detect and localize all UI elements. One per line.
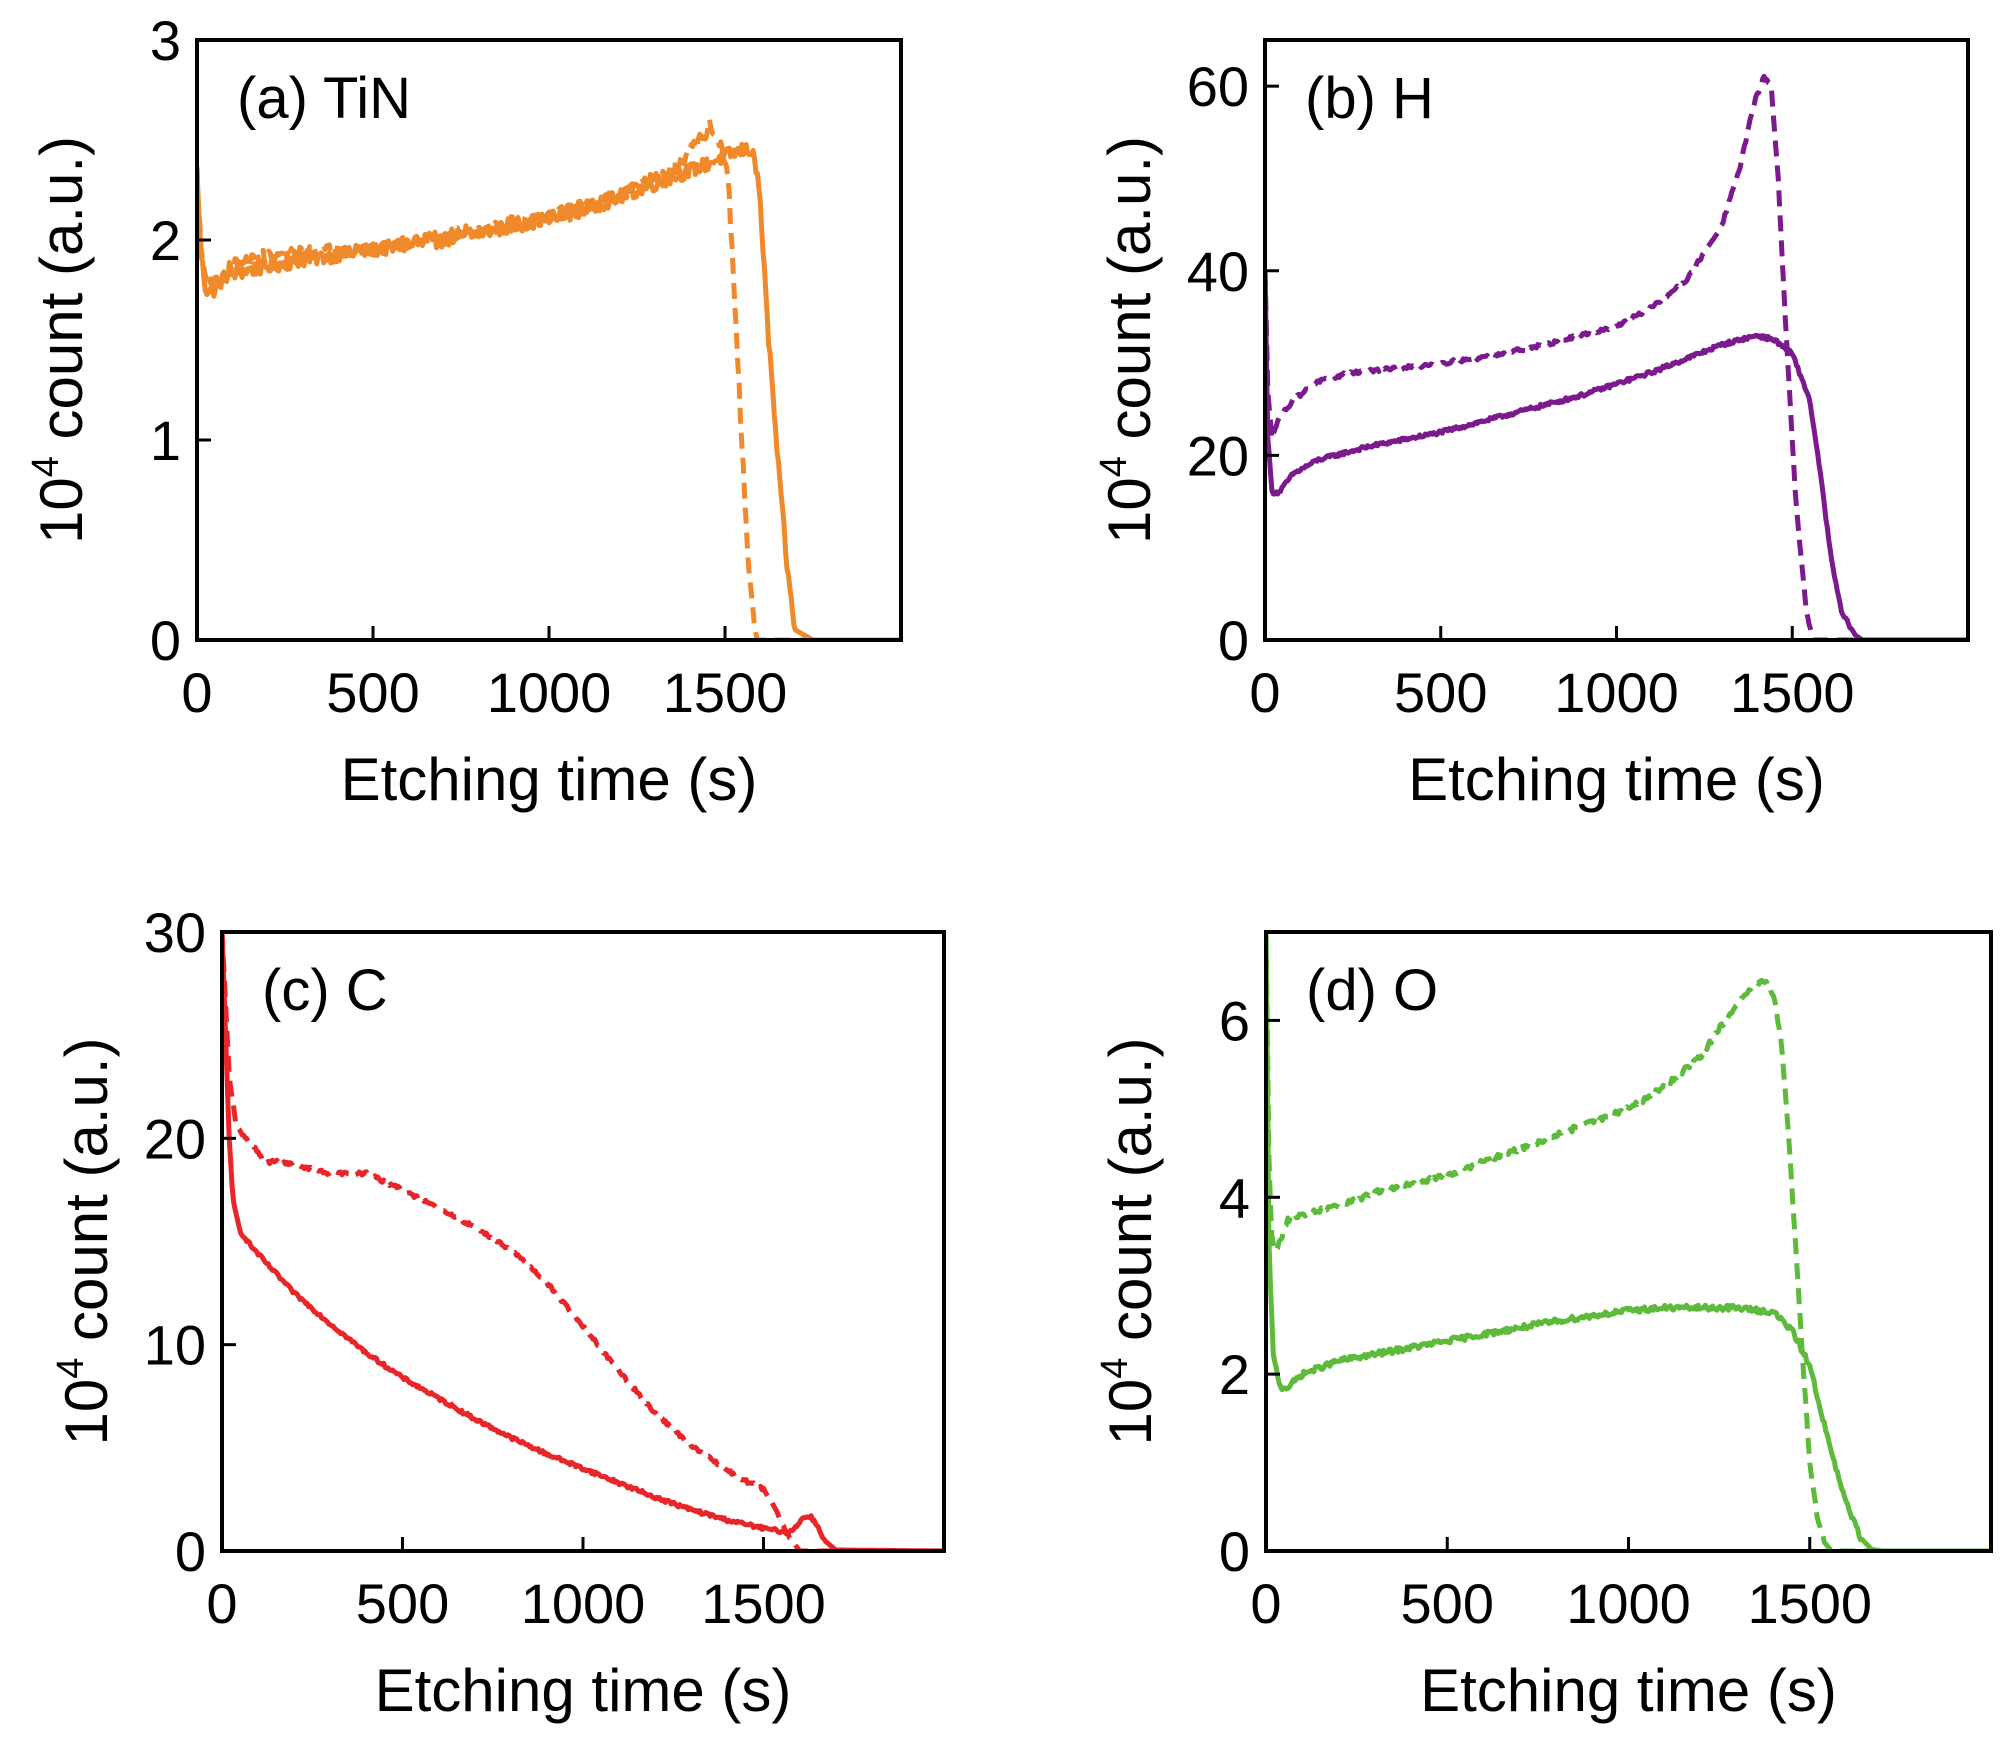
x-axis-title: Etching time (s) bbox=[1420, 1657, 1837, 1724]
x-tick-label: 500 bbox=[1401, 1572, 1494, 1635]
x-tick-label: 500 bbox=[356, 1572, 449, 1635]
y-tick-label: 0 bbox=[150, 609, 181, 672]
x-tick-label: 0 bbox=[181, 661, 212, 724]
series-dashed bbox=[197, 117, 901, 640]
x-tick-label: 0 bbox=[1250, 1572, 1281, 1635]
y-tick-label: 0 bbox=[1218, 609, 1249, 672]
x-tick-label: 1000 bbox=[521, 1572, 646, 1635]
series-dashed bbox=[1266, 932, 1991, 1551]
y-tick-label: 20 bbox=[144, 1107, 206, 1170]
x-tick-label: 0 bbox=[1249, 661, 1280, 724]
x-tick-label: 0 bbox=[206, 1572, 237, 1635]
x-tick-label: 500 bbox=[1394, 661, 1487, 724]
y-tick-label: 60 bbox=[1187, 55, 1249, 118]
y-tick-label: 0 bbox=[175, 1520, 206, 1583]
x-tick-label: 1500 bbox=[1730, 661, 1855, 724]
x-tick-label: 1500 bbox=[1747, 1572, 1872, 1635]
x-tick-label: 1000 bbox=[487, 661, 612, 724]
y-tick-label: 10 bbox=[144, 1314, 206, 1377]
y-tick-label: 6 bbox=[1219, 989, 1250, 1052]
x-axis-title: Etching time (s) bbox=[341, 746, 758, 813]
panel-label: (b) H bbox=[1305, 66, 1434, 131]
panel-c: 0 500 1000 1500 0 10 20 30 Etching time (s) 104 c… bbox=[50, 901, 946, 1724]
series-dashed bbox=[1265, 73, 1968, 640]
panel-label: (d) O bbox=[1306, 958, 1438, 1023]
panel-d: 0 500 1000 1500 0 2 4 6 Etching time (s) 104 coun… bbox=[1094, 930, 1993, 1724]
y-tick-label: 40 bbox=[1187, 240, 1249, 303]
y-tick-label: 1 bbox=[150, 409, 181, 472]
y-tick-label: 30 bbox=[144, 901, 206, 964]
x-tick-label: 1000 bbox=[1566, 1572, 1691, 1635]
y-tick-label: 2 bbox=[150, 209, 181, 272]
panel-label: (a) TiN bbox=[237, 66, 411, 131]
x-tick-label: 1500 bbox=[663, 661, 788, 724]
y-tick-label: 3 bbox=[150, 9, 181, 72]
y-tick-label: 2 bbox=[1219, 1343, 1250, 1406]
x-tick-label: 1000 bbox=[1554, 661, 1679, 724]
x-axis-title: Etching time (s) bbox=[1408, 746, 1825, 813]
y-axis-title: 104 count (a.u.) bbox=[25, 136, 95, 544]
y-axis-title: 104 count (a.u.) bbox=[1094, 1037, 1164, 1445]
series-dashed bbox=[222, 932, 944, 1551]
x-axis-title: Etching time (s) bbox=[375, 1657, 792, 1724]
x-tick-label: 500 bbox=[326, 661, 419, 724]
series-solid bbox=[1265, 269, 1968, 640]
y-tick-label: 4 bbox=[1219, 1166, 1250, 1229]
series-solid bbox=[222, 932, 944, 1551]
panel-a: 0 500 1000 1500 0 1 2 3 Etching time (s) 104 coun… bbox=[25, 9, 903, 813]
y-axis-title: 104 count (a.u.) bbox=[50, 1037, 120, 1445]
y-axis-title: 104 count (a.u.) bbox=[1093, 136, 1163, 544]
x-tick-label: 1500 bbox=[701, 1572, 826, 1635]
y-tick-label: 20 bbox=[1187, 424, 1249, 487]
series-solid bbox=[1266, 932, 1991, 1551]
panel-label: (c) C bbox=[262, 958, 388, 1023]
y-tick-label: 0 bbox=[1219, 1520, 1250, 1583]
panel-b: 0 500 1000 1500 0 20 40 60 Etching time (s) 104 c… bbox=[1093, 38, 1970, 813]
